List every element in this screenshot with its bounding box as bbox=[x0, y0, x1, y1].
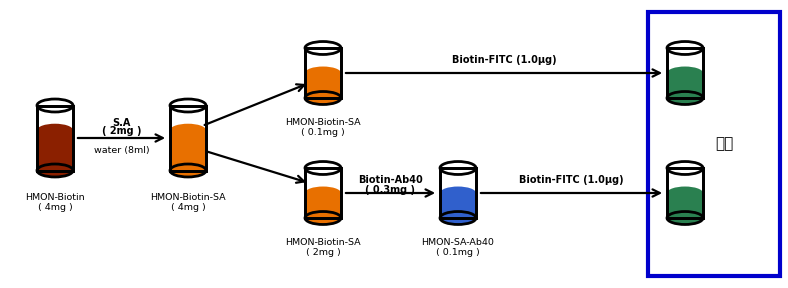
Bar bbox=[440, 168, 476, 218]
Ellipse shape bbox=[667, 92, 703, 105]
Bar bbox=[440, 168, 476, 218]
Ellipse shape bbox=[667, 92, 703, 105]
Ellipse shape bbox=[170, 164, 206, 177]
Ellipse shape bbox=[667, 92, 703, 105]
Bar bbox=[305, 48, 341, 98]
Ellipse shape bbox=[440, 211, 476, 224]
Text: HMON-Biotin
( 4mg ): HMON-Biotin ( 4mg ) bbox=[25, 192, 85, 212]
Ellipse shape bbox=[305, 92, 341, 105]
Bar bbox=[667, 193, 703, 218]
Ellipse shape bbox=[305, 211, 341, 224]
Ellipse shape bbox=[37, 164, 73, 177]
Ellipse shape bbox=[305, 92, 341, 105]
Bar bbox=[305, 193, 341, 218]
Ellipse shape bbox=[305, 41, 341, 54]
Text: HMON-SA-Ab40
( 0.1mg ): HMON-SA-Ab40 ( 0.1mg ) bbox=[422, 238, 494, 257]
Bar bbox=[305, 48, 341, 98]
Bar bbox=[648, 12, 780, 276]
Ellipse shape bbox=[667, 211, 703, 224]
Text: Biotin-Ab40: Biotin-Ab40 bbox=[358, 175, 423, 185]
Ellipse shape bbox=[667, 211, 703, 224]
Ellipse shape bbox=[37, 124, 73, 137]
Text: water (8ml): water (8ml) bbox=[94, 146, 149, 155]
Bar bbox=[37, 130, 73, 170]
Ellipse shape bbox=[170, 99, 206, 112]
Bar bbox=[37, 105, 73, 170]
Bar bbox=[667, 48, 703, 98]
Bar bbox=[667, 48, 703, 98]
Bar bbox=[37, 105, 73, 170]
Ellipse shape bbox=[170, 164, 206, 177]
Ellipse shape bbox=[305, 92, 341, 105]
Bar bbox=[667, 168, 703, 218]
Ellipse shape bbox=[170, 124, 206, 137]
Ellipse shape bbox=[305, 162, 341, 175]
Ellipse shape bbox=[440, 162, 476, 175]
Ellipse shape bbox=[440, 187, 476, 200]
Text: Biotin-FITC (1.0μg): Biotin-FITC (1.0μg) bbox=[452, 55, 556, 65]
Bar bbox=[37, 105, 73, 170]
Ellipse shape bbox=[440, 211, 476, 224]
Bar bbox=[667, 168, 703, 218]
Bar bbox=[667, 168, 703, 218]
Ellipse shape bbox=[37, 99, 73, 112]
Ellipse shape bbox=[667, 41, 703, 54]
Bar bbox=[170, 105, 206, 170]
Bar bbox=[305, 168, 341, 218]
Text: HMON-Biotin-SA
( 0.1mg ): HMON-Biotin-SA ( 0.1mg ) bbox=[285, 118, 361, 137]
Text: 정량: 정량 bbox=[715, 137, 733, 151]
Bar bbox=[667, 73, 703, 98]
Ellipse shape bbox=[305, 187, 341, 200]
Text: S.A: S.A bbox=[113, 118, 131, 128]
Text: ( 2mg ): ( 2mg ) bbox=[102, 126, 141, 136]
Bar bbox=[170, 105, 206, 170]
Bar bbox=[440, 193, 476, 218]
Ellipse shape bbox=[667, 187, 703, 200]
Bar bbox=[305, 73, 341, 98]
Text: ( 0.3mg ): ( 0.3mg ) bbox=[366, 185, 415, 195]
Bar bbox=[305, 48, 341, 98]
Ellipse shape bbox=[170, 164, 206, 177]
Ellipse shape bbox=[667, 162, 703, 175]
Ellipse shape bbox=[305, 211, 341, 224]
Text: HMON-Biotin-SA
( 4mg ): HMON-Biotin-SA ( 4mg ) bbox=[151, 192, 226, 212]
Bar bbox=[440, 168, 476, 218]
Ellipse shape bbox=[305, 211, 341, 224]
Bar bbox=[170, 130, 206, 170]
Text: Biotin-FITC (1.0μg): Biotin-FITC (1.0μg) bbox=[519, 175, 624, 185]
Ellipse shape bbox=[667, 67, 703, 79]
Ellipse shape bbox=[37, 164, 73, 177]
Bar bbox=[170, 105, 206, 170]
Bar bbox=[305, 168, 341, 218]
Bar bbox=[305, 168, 341, 218]
Ellipse shape bbox=[37, 164, 73, 177]
Bar bbox=[667, 48, 703, 98]
Ellipse shape bbox=[305, 67, 341, 79]
Ellipse shape bbox=[440, 211, 476, 224]
Ellipse shape bbox=[667, 211, 703, 224]
Text: HMON-Biotin-SA
( 2mg ): HMON-Biotin-SA ( 2mg ) bbox=[285, 238, 361, 257]
